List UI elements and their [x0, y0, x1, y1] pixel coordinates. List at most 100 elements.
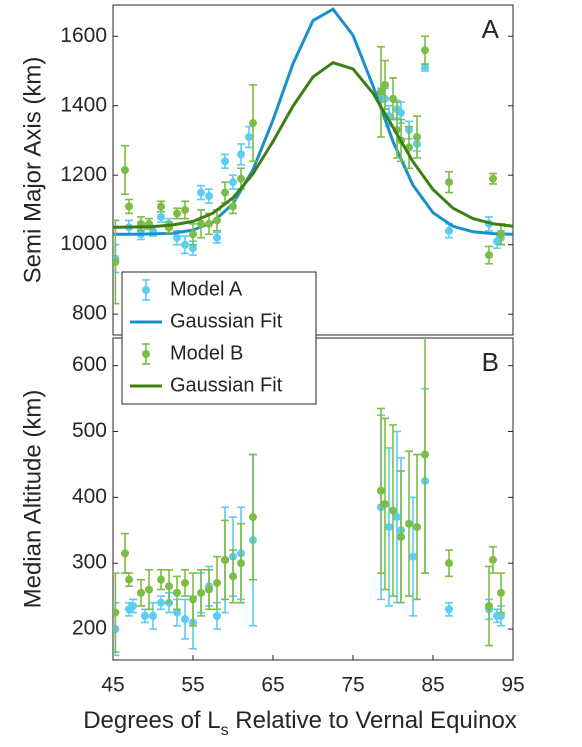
y-axis-title: Median Altitude (km): [19, 390, 46, 609]
data-point: [157, 575, 165, 584]
data-point: [197, 188, 205, 197]
data-point: [189, 595, 197, 604]
data-point: [377, 486, 385, 495]
data-point: [181, 240, 189, 249]
data-point: [237, 559, 245, 568]
data-point: [181, 615, 189, 624]
x-tick-label: 55: [181, 674, 204, 697]
data-point: [145, 585, 153, 594]
data-point: [393, 513, 401, 522]
x-tick-label: 65: [261, 674, 284, 697]
data-point: [213, 611, 221, 620]
data-point: [445, 605, 453, 614]
data-point: [249, 513, 257, 522]
data-point: [173, 588, 181, 597]
data-point: [445, 178, 453, 187]
data-point: [125, 575, 133, 584]
y-tick-label: 200: [72, 617, 107, 640]
x-axis-title-part: Degrees of L: [83, 707, 220, 734]
data-point: [229, 178, 237, 187]
y-tick-label: 1200: [60, 163, 107, 186]
data-point: [113, 258, 120, 267]
data-point: [141, 611, 149, 620]
data-point: [165, 582, 173, 591]
y-tick-label: 300: [72, 551, 107, 574]
data-point: [157, 202, 165, 211]
legend-label: Gaussian Fit: [170, 310, 283, 332]
data-point: [157, 212, 165, 221]
data-point: [245, 133, 253, 141]
data-point: [413, 133, 421, 141]
data-point: [397, 532, 405, 541]
plot-area: [113, 338, 505, 657]
x-axis-title: Degrees of Ls Relative to Vernal Equinox: [83, 707, 517, 738]
data-point: [381, 499, 389, 508]
data-point: [189, 244, 197, 253]
data-point: [173, 608, 181, 617]
y-tick-label: 500: [72, 419, 107, 442]
data-point: [385, 522, 393, 531]
panel-label: A: [482, 14, 500, 44]
fit-line: [113, 7, 513, 236]
legend-marker: [142, 350, 150, 358]
data-point: [221, 188, 229, 197]
data-point: [377, 87, 385, 96]
x-tick-label: 85: [421, 674, 444, 697]
legend-label: Model A: [170, 278, 243, 300]
data-point: [197, 219, 205, 228]
data-point: [489, 174, 497, 183]
x-tick-label: 95: [501, 674, 524, 697]
data-point: [137, 588, 145, 597]
data-point: [197, 588, 205, 597]
data-point: [397, 108, 405, 117]
y-tick-label: 1000: [60, 232, 107, 255]
data-point: [121, 549, 129, 558]
y-tick-label: 600: [72, 353, 107, 376]
fit-line: [113, 61, 513, 229]
data-point: [489, 555, 497, 564]
x-tick-label: 75: [341, 674, 364, 697]
data-point: [413, 522, 421, 531]
legend-marker: [142, 286, 150, 294]
data-point: [497, 611, 505, 620]
data-point: [173, 233, 181, 242]
data-point: [229, 202, 237, 211]
data-point: [125, 202, 133, 211]
x-tick-label: 45: [101, 674, 124, 697]
data-point: [421, 63, 429, 72]
data-point: [237, 150, 245, 159]
data-point: [485, 251, 493, 260]
y-tick-label: 400: [72, 485, 107, 508]
plot-area: [113, 7, 513, 305]
data-point: [445, 226, 453, 235]
data-point: [421, 450, 429, 459]
data-point: [213, 216, 221, 225]
legend-label: Model B: [170, 342, 243, 364]
data-point: [229, 572, 237, 581]
legend-box: [121, 271, 317, 405]
legend-label: Gaussian Fit: [170, 374, 283, 396]
data-point: [205, 192, 213, 201]
data-point: [485, 602, 493, 611]
data-point: [497, 230, 505, 239]
data-point: [221, 555, 229, 564]
panel-label: B: [482, 347, 499, 377]
data-point: [181, 205, 189, 214]
y-tick-label: 1400: [60, 93, 107, 116]
data-point: [497, 588, 505, 597]
data-point: [409, 552, 417, 561]
data-point: [205, 219, 213, 228]
x-axis-title-part: Relative to Vernal Equinox: [229, 707, 517, 734]
data-point: [181, 578, 189, 587]
data-point: [389, 94, 397, 103]
data-point: [249, 119, 257, 128]
data-point: [121, 166, 129, 174]
data-point: [149, 611, 157, 620]
y-tick-label: 800: [72, 302, 107, 325]
data-point: [173, 209, 181, 218]
data-point: [213, 233, 221, 242]
x-axis-title-part: s: [221, 722, 229, 739]
data-point: [205, 585, 213, 594]
